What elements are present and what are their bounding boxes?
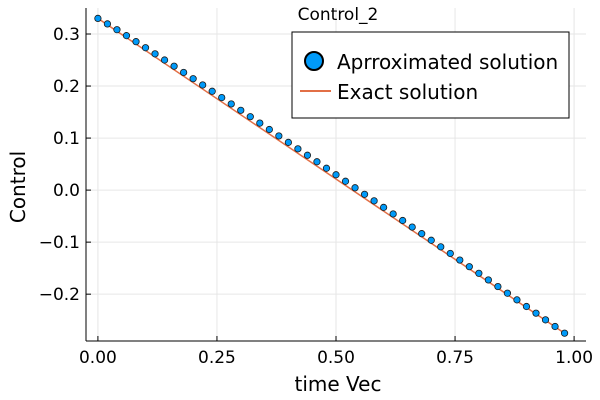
approx-data-point (199, 81, 207, 89)
y-tick-label: 0.0 (53, 181, 80, 201)
y-axis-label: Control (6, 151, 30, 223)
approx-data-point (418, 230, 426, 238)
approx-data-point (332, 171, 340, 179)
approx-data-point (513, 296, 521, 304)
approx-data-point (265, 125, 273, 134)
approx-data-point (437, 243, 445, 251)
approx-data-point (180, 68, 188, 77)
approx-data-point (532, 309, 540, 317)
approx-data-point (208, 87, 216, 95)
x-tick-label: 0.25 (198, 348, 236, 368)
approx-data-point (113, 26, 121, 34)
y-tick-label: 0.2 (53, 77, 80, 97)
approx-data-point (370, 197, 378, 205)
approx-data-point (389, 210, 397, 218)
approx-data-point (408, 223, 416, 231)
approx-data-point (160, 56, 169, 64)
approx-data-point (294, 145, 302, 153)
approx-data-point (237, 106, 245, 114)
legend-label-exact: Exact solution (337, 80, 478, 104)
approx-data-point (303, 151, 312, 159)
approx-data-point (103, 20, 112, 28)
approx-data-point (351, 184, 359, 192)
approx-data-point (256, 119, 264, 127)
approx-data-point (360, 190, 369, 198)
legend-box (291, 31, 570, 119)
y-tick-label: 0.3 (53, 25, 80, 45)
approx-data-point (322, 164, 331, 172)
x-tick-label: 0.00 (79, 348, 117, 368)
approx-data-point (427, 236, 435, 244)
approx-data-point (122, 32, 131, 40)
approx-data-point (475, 269, 483, 277)
x-tick-label: 0.50 (317, 348, 355, 368)
approx-data-point (522, 302, 531, 311)
approx-data-point (284, 138, 292, 146)
approx-data-point (484, 276, 492, 284)
tick-labels: 0.00 0.25 0.50 0.75 1.00 −0.2 −0.1 0.0 0.1 0.2 0.3 (39, 25, 593, 368)
approx-data-point (503, 289, 512, 297)
y-tick-label: 0.1 (53, 129, 80, 149)
y-tick-label: −0.1 (39, 233, 80, 253)
approx-data-point (132, 38, 140, 46)
approx-data-point (446, 249, 454, 258)
legend-label-approx: Aprroximated solution (337, 50, 558, 74)
approx-data-point (380, 203, 388, 211)
approx-data-point (465, 263, 473, 271)
approx-data-point (94, 14, 102, 23)
x-tick-label: 1.00 (555, 348, 593, 368)
approx-data-point (141, 44, 150, 52)
approx-data-point (246, 113, 254, 121)
approx-data-point (275, 132, 283, 140)
approx-data-point (560, 329, 569, 337)
approx-data-point (170, 62, 178, 70)
approx-data-point (541, 316, 550, 324)
approx-data-point (551, 322, 559, 331)
approx-data-point (399, 216, 407, 225)
approx-data-point (218, 94, 226, 102)
approx-data-point (151, 50, 159, 58)
x-tick-label: 0.75 (436, 348, 474, 368)
legend: Aprroximated solution Exact solution (291, 31, 570, 119)
approx-data-point (341, 177, 350, 185)
approx-data-point (227, 100, 235, 108)
approx-data-point (494, 282, 502, 291)
legend-marker-approx (304, 51, 324, 71)
approx-data-point (189, 75, 197, 83)
approx-data-point (456, 256, 464, 264)
approx-data-point (313, 158, 321, 166)
chart-title: Control_2 (298, 5, 379, 25)
y-tick-label: −0.2 (39, 285, 80, 305)
series (94, 14, 569, 337)
x-axis-label: time Vec (295, 372, 382, 396)
